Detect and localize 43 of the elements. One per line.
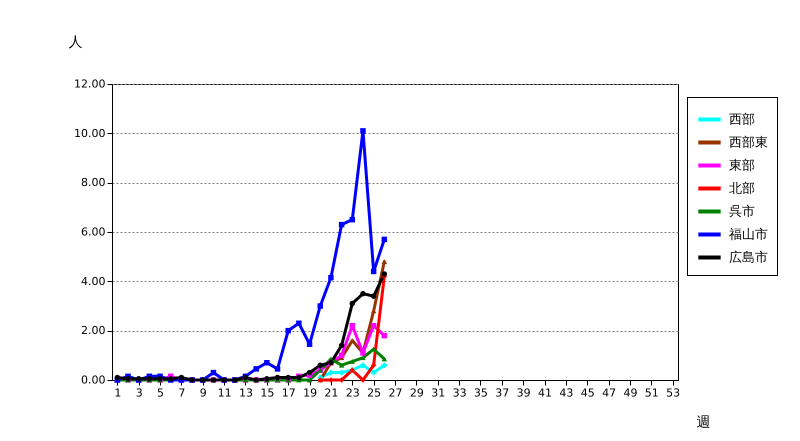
- x-tick-label: 43: [559, 386, 574, 400]
- legend-label: 北部: [729, 182, 755, 196]
- x-tick-label: 53: [666, 386, 680, 400]
- y-tick-label: 4.00: [81, 274, 106, 288]
- x-tick-label: 9: [200, 386, 207, 400]
- y-tick-label: 10.00: [74, 126, 106, 140]
- x-tick-label: 29: [410, 386, 424, 400]
- x-tick-label: 33: [452, 386, 467, 400]
- y-tick-label: 12.00: [74, 78, 106, 90]
- x-tick-label: 27: [388, 386, 402, 400]
- x-tick-label: 25: [367, 386, 382, 400]
- legend-label: 福山市: [729, 228, 768, 242]
- x-tick-label: 21: [324, 386, 338, 400]
- y-tick-label: 6.00: [81, 226, 106, 238]
- y-tick-label: 0.00: [81, 374, 106, 386]
- y-axis-title: 人: [68, 34, 82, 50]
- x-tick-label: 7: [178, 386, 186, 400]
- x-tick-label: 17: [282, 386, 296, 400]
- x-tick-label: 13: [238, 386, 253, 400]
- x-tick-label: 45: [580, 386, 595, 400]
- y-tick-label: 8.00: [81, 176, 106, 190]
- x-tick-label: 49: [623, 386, 638, 400]
- x-tick-label: 35: [474, 386, 488, 400]
- legend-label: 東部: [729, 158, 755, 174]
- x-tick-label: 39: [516, 386, 531, 400]
- x-tick-label: 5: [157, 386, 164, 400]
- x-tick-label: 31: [431, 386, 446, 400]
- x-tick-label: 15: [260, 386, 274, 400]
- x-axis-title: 週: [696, 414, 710, 430]
- legend-label: 西部: [729, 112, 755, 128]
- legend-label: 西部東: [729, 136, 768, 150]
- x-tick-label: 11: [218, 386, 232, 400]
- x-tick-label: 47: [602, 386, 616, 400]
- legend-label: 広島市: [729, 250, 768, 266]
- y-tick-label: 2.00: [81, 324, 106, 338]
- x-tick-label: 19: [303, 386, 318, 400]
- legend-label: 呉市: [729, 204, 755, 220]
- x-tick-label: 23: [346, 386, 360, 400]
- x-tick-label: 1: [114, 386, 122, 400]
- x-tick-label: 37: [495, 386, 510, 400]
- x-tick-label: 41: [538, 386, 552, 400]
- x-tick-label: 51: [644, 386, 659, 400]
- x-tick-label: 3: [136, 386, 143, 400]
